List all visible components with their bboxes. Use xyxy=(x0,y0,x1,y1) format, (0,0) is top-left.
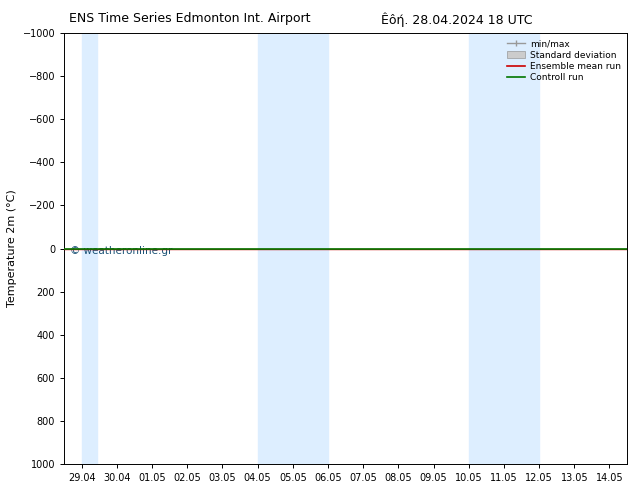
Bar xyxy=(257,33,328,464)
Text: © weatheronline.gr: © weatheronline.gr xyxy=(70,246,172,256)
Bar xyxy=(82,33,96,464)
Y-axis label: Temperature 2m (°C): Temperature 2m (°C) xyxy=(7,190,17,307)
Text: ENS Time Series Edmonton Int. Airport: ENS Time Series Edmonton Int. Airport xyxy=(70,12,311,25)
Legend: min/max, Standard deviation, Ensemble mean run, Controll run: min/max, Standard deviation, Ensemble me… xyxy=(505,38,623,84)
Text: Êôή. 28.04.2024 18 UTC: Êôή. 28.04.2024 18 UTC xyxy=(381,12,532,27)
Bar xyxy=(469,33,539,464)
